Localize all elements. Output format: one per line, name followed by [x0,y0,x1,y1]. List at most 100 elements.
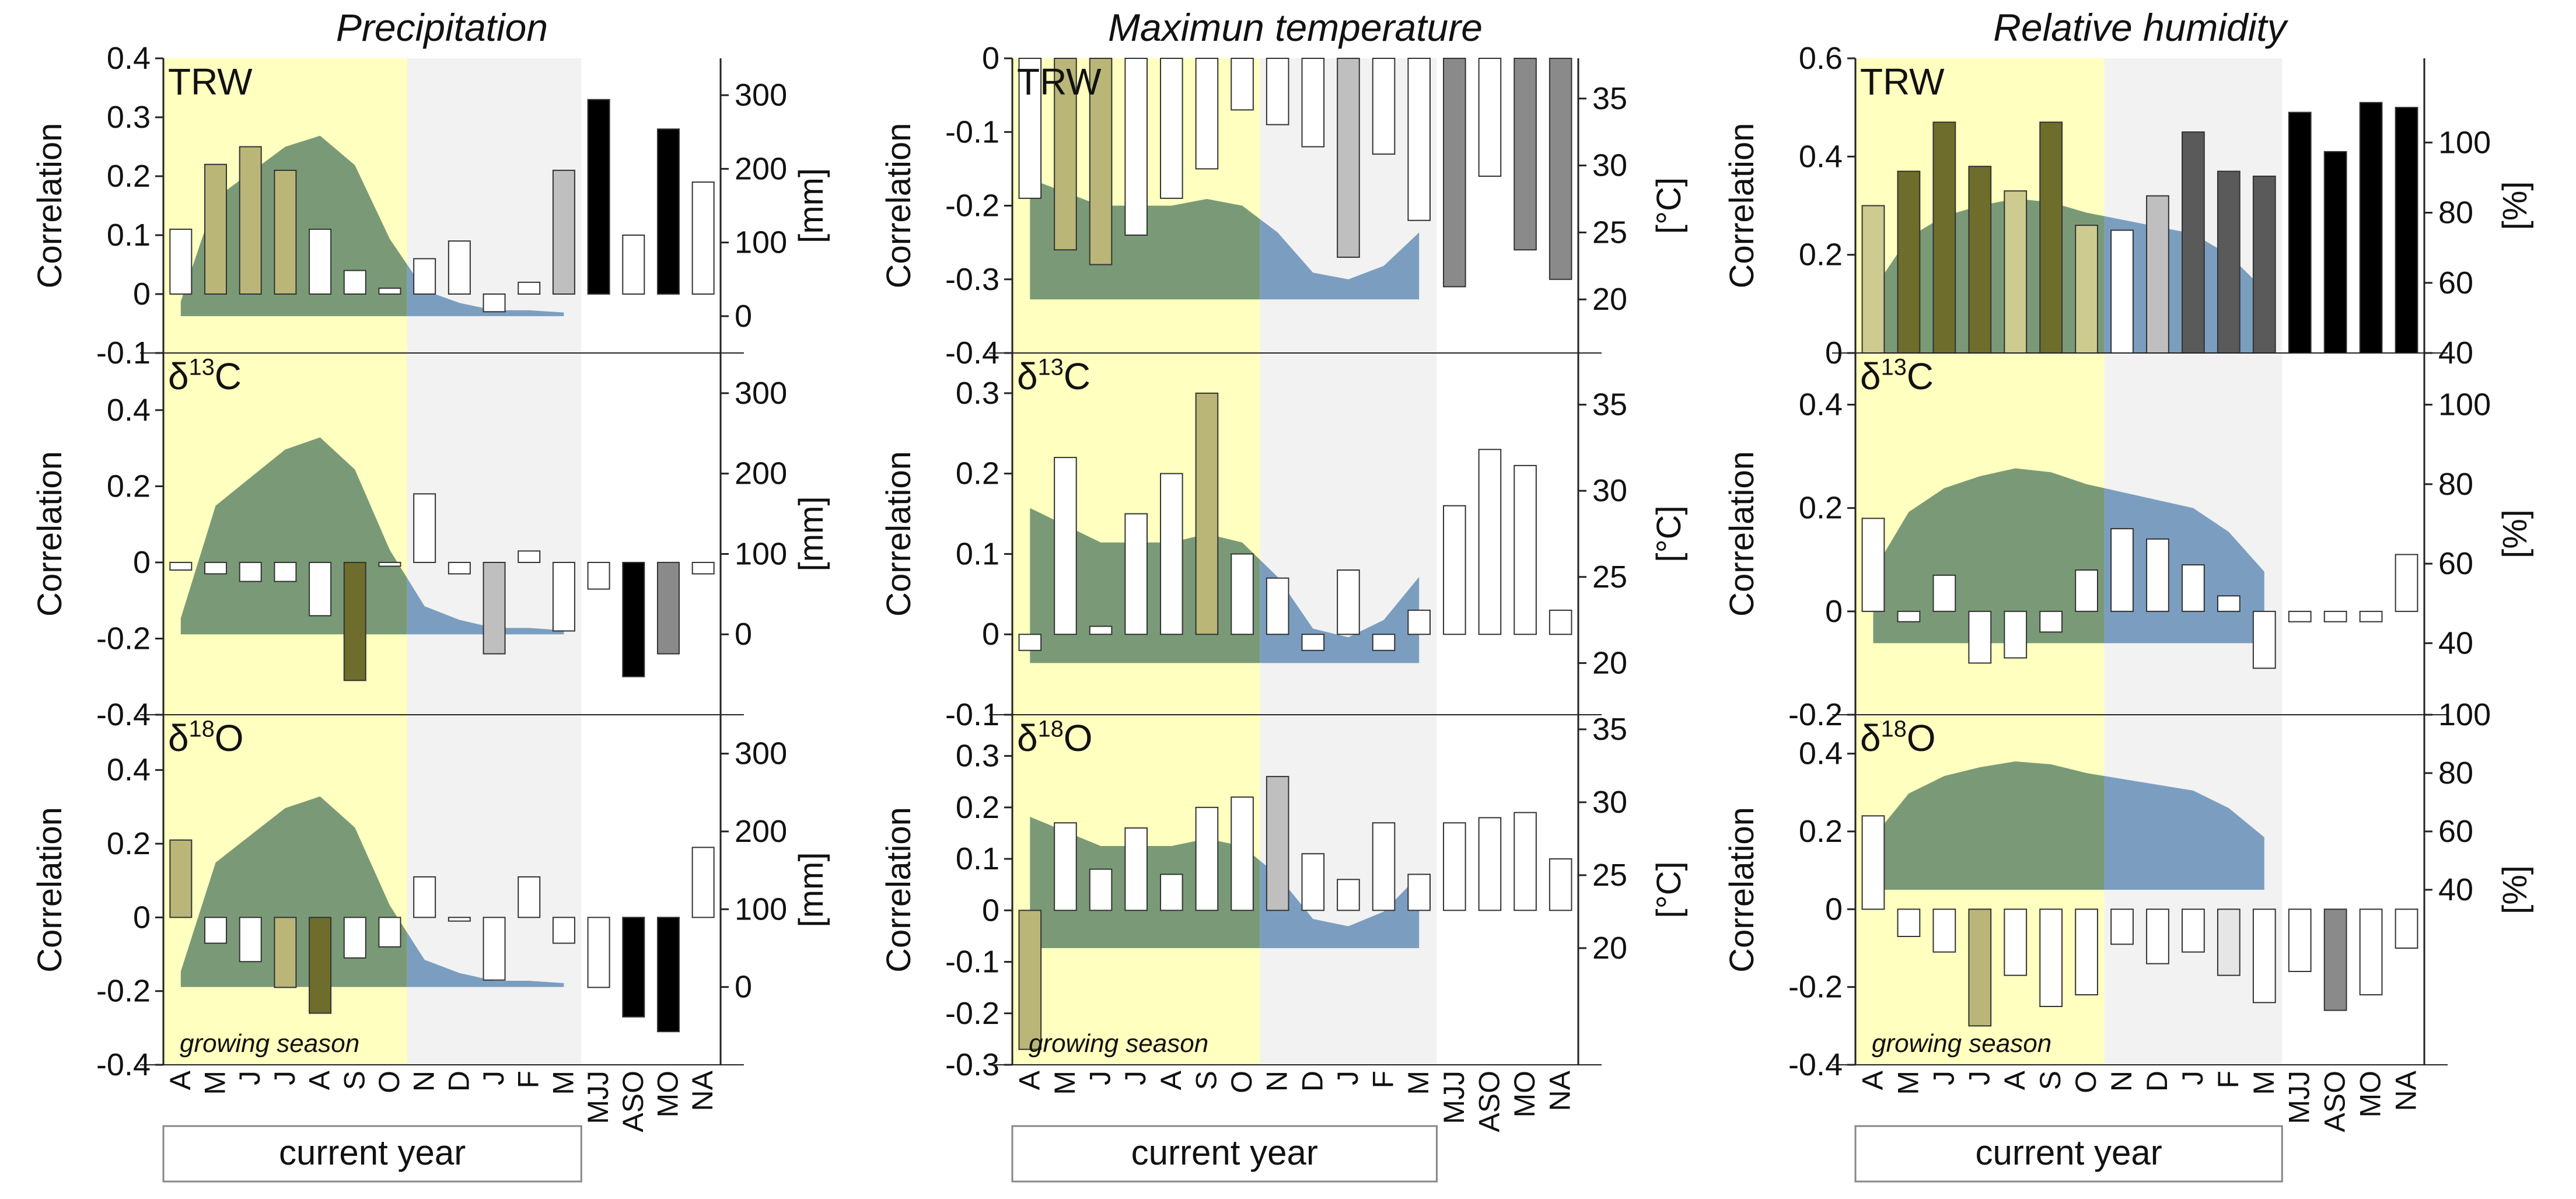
column-3: Relative humidity 0.6 0.4 0.2 0 100 80 60 40 Corr… [1723,6,2534,1183]
bar-NA [1549,858,1572,911]
y-tick-label: 0.2 [1799,491,1843,526]
y-tick-label: -0.4 [96,697,151,732]
category-label: F [1367,1071,1400,1089]
y2-tick-label: 200 [735,814,787,849]
bar-J [483,293,506,313]
y2-tick-label: 25 [1592,560,1627,595]
y2-tick-label: 200 [735,456,787,491]
category-label: M [2248,1071,2280,1095]
bar-J [483,917,506,981]
y-tick-label: 0 [133,900,151,935]
bar-S [343,917,366,959]
y-tick-label: 0.2 [1799,237,1843,272]
growing-season-label: growing season [1029,1029,1208,1058]
bar-A [1861,518,1885,612]
y2-tick-label: 80 [2438,756,2473,791]
bar-D [2146,908,2169,964]
bar-M [2252,176,2276,354]
y-tick-label: 0.2 [1799,814,1843,849]
bar-ASO [1478,817,1502,911]
y-tick-label: 0.3 [956,376,999,411]
category-label: MO [1508,1071,1541,1118]
y2-tick-label: 100 [2438,697,2491,732]
bar-ASO [1478,58,1502,177]
y-tick-label: -0.2 [1788,697,1843,732]
category-label: J [477,1071,510,1085]
category-label: M [1892,1071,1924,1095]
category-label: M [199,1071,232,1095]
bar-A [1018,910,1042,1050]
category-label: J [1963,1071,1995,1085]
climate-area-dormant [2104,776,2264,890]
y2-tick-label: 40 [2438,335,2473,370]
bar-NA [1549,58,1572,280]
bar-ASO [2323,908,2347,1011]
bar-J [1968,166,1992,354]
panel-TRW: 0.4 0.3 0.2 0.1 0 -0.1 300 200 100 0 Correlation [m… [31,41,830,370]
y-tick-label: -0.1 [945,114,999,149]
bar-O [378,561,401,567]
category-label: ASO [1473,1071,1505,1132]
bar-F [518,281,541,295]
bar-MJJ [2288,111,2312,354]
climate-axis-title: [°C] [1650,177,1688,234]
bar-J [1124,827,1148,911]
bar-J [1337,569,1360,635]
y-tick-label: 0.4 [107,753,151,788]
y-tick-label: 0.4 [1799,387,1843,422]
bar-O [2075,225,2098,354]
y-tick-label: -0.4 [96,1047,151,1082]
y-tick-label: 0.4 [1799,139,1843,174]
bar-M [1054,457,1077,635]
category-label: N [1261,1071,1294,1092]
bar-NA [2395,908,2418,949]
climate-axis-title: [mm] [792,497,830,572]
bar-F [518,550,541,563]
bar-F [518,876,541,918]
bar-ASO [1478,449,1502,635]
y2-tick-label: 35 [1592,387,1627,422]
bar-F [1372,634,1396,651]
bar-J [274,917,297,988]
category-label: A [1013,1070,1046,1090]
category-label: NA [1544,1070,1577,1111]
bar-S [343,270,366,295]
climate-axis-title: [%] [2496,509,2534,558]
bar-A [1018,634,1042,651]
category-label: J [268,1071,301,1085]
bar-MJJ [1443,505,1466,635]
bar-A [309,561,332,617]
bar-A [2004,908,2028,976]
y2-tick-label: 30 [1592,148,1627,183]
bar-ASO [622,235,645,295]
correlation-axis-title: Correlation [880,451,918,617]
y2-tick-label: 80 [2438,195,2473,230]
y2-tick-label: 40 [2438,872,2473,907]
climate-area-growing [1873,761,2105,890]
bar-D [2146,195,2169,354]
panel-TRW: 0 -0.1 -0.2 -0.3 -0.4 35 30 25 20 Correlation [°C]… [880,41,1688,370]
bar-D [448,561,471,575]
bar-MJJ [587,561,610,590]
y2-tick-label: 20 [1592,931,1627,966]
y-tick-label: 0.2 [107,159,151,194]
bar-M [1407,609,1431,635]
bar-A [2004,190,2028,354]
bar-NA [1549,609,1572,635]
column-2: Maximun temperature 0 -0.1 -0.2 -0.3 -0.4 35 30… [880,6,1688,1183]
y-tick-label: -0.2 [945,996,999,1031]
panel-label: TRW [168,61,253,103]
y-tick-label: -0.1 [945,945,999,980]
bar-F [1372,822,1396,911]
bar-J [239,561,262,582]
bar-NA [691,561,715,575]
bar-F [1372,58,1396,155]
category-label: J [2176,1071,2209,1085]
bar-M [552,917,575,944]
category-label: MJJ [2283,1071,2316,1124]
category-label: NA [686,1070,719,1111]
y2-tick-label: 40 [2438,625,2473,660]
current-year-box [162,1125,582,1183]
bar-MJJ [2288,610,2312,623]
